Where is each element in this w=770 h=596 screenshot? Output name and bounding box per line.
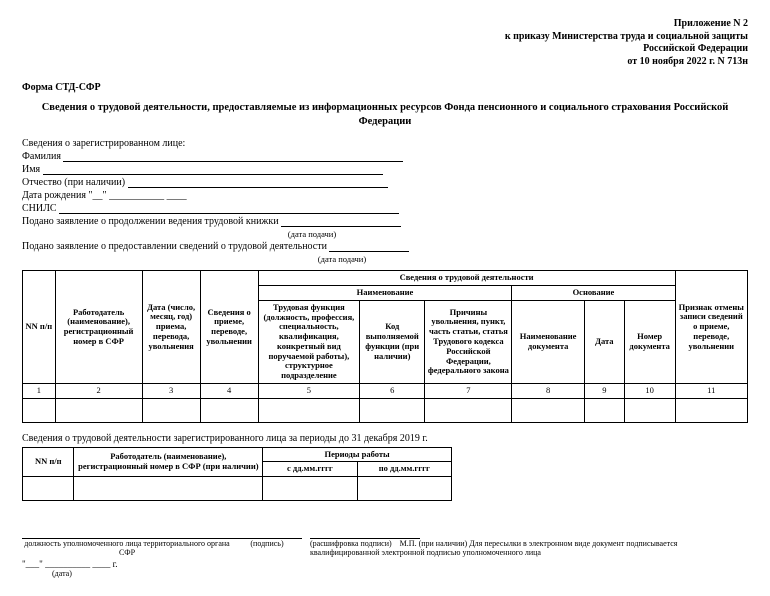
stmt1-label: Подано заявление о продолжении ведения т… [22,216,279,227]
column-number-row: 1 2 3 4 5 6 7 8 9 10 11 [23,383,748,398]
coln-10: 10 [624,383,675,398]
th-osnov: Основание [512,286,675,301]
decode-caption: (расшифровка подписи) [310,539,392,548]
appendix-line4: от 10 ноября 2022 г. N 713н [22,56,748,69]
appendix-header: Приложение N 2 к приказу Министерства тр… [22,18,748,68]
coln-6: 6 [360,383,425,398]
stmt2-caption: (дата подачи) [282,254,402,264]
coln-3: 3 [142,383,200,398]
snils-row: СНИЛС [22,203,748,214]
th2-nn: NN п/п [23,447,74,477]
th-naimen: Наименование [258,286,512,301]
appendix-line1: Приложение N 2 [22,18,748,31]
table-row [23,398,748,422]
periods-table: NN п/п Работодатель (наименование), реги… [22,447,452,502]
coln-11: 11 [675,383,748,398]
patronymic-blank [128,178,388,188]
th2-from: с дд.мм.гггг [263,462,357,477]
dob-row: Дата рождения "__" ___________ ____ [22,190,748,201]
coln-1: 1 [23,383,56,398]
stmt2-row: Подано заявление о предоставлении сведен… [22,241,748,252]
th2-periods: Периоды работы [263,447,452,462]
th-activity: Сведения о трудовой деятельности [258,271,675,286]
th-employer: Работодатель (наименование), регистрацио… [55,271,142,384]
name-blank [43,165,383,175]
th-nn: NN п/п [23,271,56,384]
appendix-line2: к приказу Министерства труда и социально… [22,31,748,44]
position-line [22,529,232,539]
surname-label: Фамилия [22,151,61,162]
name-row: Имя [22,164,748,175]
coln-9: 9 [584,383,624,398]
th-docname: Наименование документа [512,300,585,383]
th2-employer: Работодатель (наименование), регистрацио… [74,447,263,477]
stmt2-blank [329,242,409,252]
snils-label: СНИЛС [22,203,57,214]
date-pattern: "___" __________ ____ г. [22,559,748,569]
stmt1-blank [281,217,401,227]
position-caption: должность уполномоченного лица территори… [22,539,232,557]
section2-title: Сведения о трудовой деятельности зарегис… [22,433,748,444]
th-cancel: Признак отмены записи сведений о приеме,… [675,271,748,384]
coln-7: 7 [425,383,512,398]
th-func: Трудовая функция (должность, профессия, … [258,300,360,383]
th-reason: Причины увольнения, пункт, часть статьи,… [425,300,512,383]
stmt1-row: Подано заявление о продолжении ведения т… [22,216,748,227]
coln-5: 5 [258,383,360,398]
th-code: Код выполняемой функции (при наличии) [360,300,425,383]
surname-row: Фамилия [22,151,748,162]
name-label: Имя [22,164,40,175]
decode-line [310,529,420,539]
patronymic-label: Отчество (при наличии) [22,177,125,188]
footer-block: должность уполномоченного лица территори… [22,529,748,578]
document-title: Сведения о трудовой деятельности, предос… [22,101,748,128]
surname-blank [63,152,403,162]
date-caption: (дата) [52,569,748,578]
th-docdate: Дата [584,300,624,383]
signature-caption: (подпись) [232,539,302,557]
th-eventinfo: Сведения о приеме, переводе, увольнении [200,271,258,384]
patronymic-row: Отчество (при наличии) [22,177,748,188]
activity-table: NN п/п Работодатель (наименование), реги… [22,270,748,422]
appendix-line3: Российской Федерации [22,43,748,56]
person-about: Сведения о зарегистрированном лице: [22,138,748,149]
th-docnum: Номер документа [624,300,675,383]
snils-blank [59,204,399,214]
th-date: Дата (число, месяц, год) приема, перевод… [142,271,200,384]
stmt1-caption: (дата подачи) [252,229,372,239]
coln-2: 2 [55,383,142,398]
table-row [23,477,452,501]
coln-8: 8 [512,383,585,398]
th2-to: по дд.мм.гггг [357,462,451,477]
coln-4: 4 [200,383,258,398]
signature-line [232,529,302,539]
stmt2-label: Подано заявление о предоставлении сведен… [22,241,327,252]
form-code: Форма СТД-СФР [22,82,748,93]
